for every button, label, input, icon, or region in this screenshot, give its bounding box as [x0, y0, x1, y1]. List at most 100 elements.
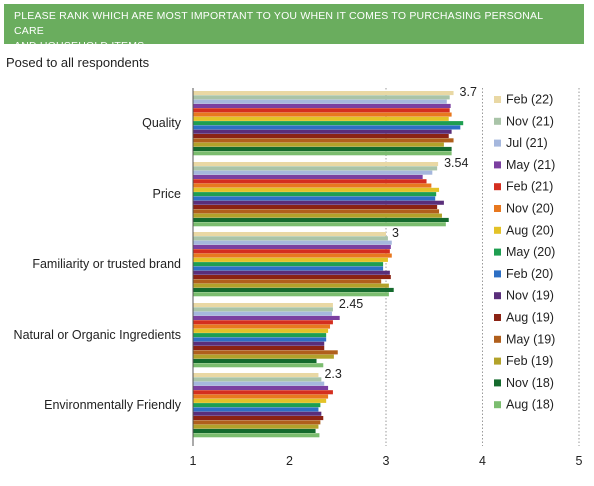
bar-4-5 — [193, 394, 329, 399]
question-line-2: AND HOUSEHOLD ITEMS. — [14, 40, 148, 52]
bar-3-1 — [193, 307, 333, 312]
bar-2-5 — [193, 253, 392, 258]
legend-swatch — [494, 357, 501, 365]
bar-1-5 — [193, 183, 432, 188]
value-annotation: 3.54 — [444, 156, 468, 170]
bar-3-7 — [193, 333, 327, 338]
bar-3-6 — [193, 328, 329, 333]
legend-label: Feb (19) — [506, 354, 553, 368]
legend-label: Feb (20) — [506, 267, 553, 281]
bar-2-12 — [193, 283, 389, 288]
bar-0-1 — [193, 95, 450, 100]
legend-label: Feb (21) — [506, 180, 553, 194]
legend-label: Nov (18) — [506, 376, 554, 390]
bar-0-11 — [193, 138, 454, 143]
bar-0-2 — [193, 99, 447, 104]
category-label: Natural or Organic Ingredients — [14, 328, 181, 342]
legend-label: Feb (22) — [506, 93, 553, 107]
legend-swatch — [494, 292, 501, 300]
question-banner: PLEASE RANK WHICH ARE MOST IMPORTANT TO … — [4, 4, 584, 52]
x-tick-label: 2 — [286, 454, 293, 468]
bar-0-4 — [193, 108, 450, 113]
bar-4-13 — [193, 428, 316, 433]
bar-2-10 — [193, 275, 391, 280]
bar-2-1 — [193, 236, 388, 241]
category-label: Price — [153, 187, 182, 201]
bar-1-1 — [193, 166, 438, 171]
legend-swatch — [494, 161, 501, 169]
bar-3-12 — [193, 354, 334, 359]
category-label: Familiarity or trusted brand — [32, 257, 181, 271]
x-tick-label: 4 — [479, 454, 486, 468]
bar-1-0 — [193, 162, 439, 167]
legend-label: Nov (19) — [506, 289, 554, 303]
bar-3-2 — [193, 311, 332, 316]
value-annotation: 2.45 — [339, 297, 363, 311]
x-tick-label: 3 — [383, 454, 390, 468]
bar-2-11 — [193, 279, 382, 284]
bar-3-4 — [193, 320, 333, 325]
question-line-1: PLEASE RANK WHICH ARE MOST IMPORTANT TO … — [14, 10, 543, 37]
legend-label: Aug (18) — [506, 398, 554, 412]
bar-1-4 — [193, 179, 427, 184]
bar-0-8 — [193, 125, 461, 130]
value-annotation: 2.3 — [324, 367, 341, 381]
bar-3-3 — [193, 315, 340, 320]
legend-swatch — [494, 335, 501, 343]
bar-4-2 — [193, 381, 325, 386]
bar-4-10 — [193, 416, 324, 421]
value-annotation: 3.7 — [460, 85, 477, 99]
bar-1-12 — [193, 213, 442, 218]
bar-1-3 — [193, 174, 423, 179]
bar-1-13 — [193, 217, 449, 222]
bar-1-7 — [193, 192, 437, 197]
bar-4-9 — [193, 411, 322, 416]
x-tick-label: 5 — [576, 454, 583, 468]
legend-swatch — [494, 401, 501, 409]
bar-1-9 — [193, 200, 444, 205]
bar-2-6 — [193, 257, 388, 262]
bar-4-0 — [193, 373, 319, 378]
bar-2-13 — [193, 287, 394, 292]
bar-0-10 — [193, 134, 449, 139]
legend-label: May (19) — [506, 332, 555, 346]
legend-label: May (21) — [506, 158, 555, 172]
bar-3-11 — [193, 350, 338, 355]
bar-3-9 — [193, 341, 325, 346]
legend-label: Jul (21) — [506, 136, 548, 150]
legend-swatch — [494, 183, 501, 191]
bar-4-1 — [193, 377, 322, 382]
bar-3-10 — [193, 346, 325, 351]
value-annotation: 3 — [392, 226, 399, 240]
category-label: Quality — [142, 116, 182, 130]
legend-swatch — [494, 139, 501, 147]
bar-2-14 — [193, 292, 389, 297]
legend-swatch — [494, 117, 501, 125]
bar-4-11 — [193, 420, 321, 425]
bar-0-0 — [193, 91, 454, 96]
bar-0-5 — [193, 112, 452, 117]
bar-4-8 — [193, 407, 319, 412]
bar-4-4 — [193, 390, 333, 395]
bar-2-9 — [193, 270, 390, 275]
bar-0-7 — [193, 121, 464, 126]
legend-label: May (20) — [506, 245, 555, 259]
bar-4-12 — [193, 424, 319, 429]
bar-0-14 — [193, 151, 452, 156]
bar-4-7 — [193, 403, 321, 408]
bar-2-0 — [193, 232, 386, 237]
legend-swatch — [494, 205, 501, 212]
x-tick-label: 1 — [190, 454, 197, 468]
bar-0-12 — [193, 142, 444, 147]
bar-1-8 — [193, 196, 436, 201]
bar-4-14 — [193, 433, 320, 438]
legend-label: Aug (19) — [506, 311, 554, 325]
bar-3-13 — [193, 358, 317, 363]
bar-3-14 — [193, 363, 324, 368]
bar-1-10 — [193, 205, 438, 210]
legend-label: Nov (21) — [506, 114, 554, 128]
bar-2-8 — [193, 266, 384, 271]
bar-2-2 — [193, 240, 392, 245]
bar-3-5 — [193, 324, 331, 329]
